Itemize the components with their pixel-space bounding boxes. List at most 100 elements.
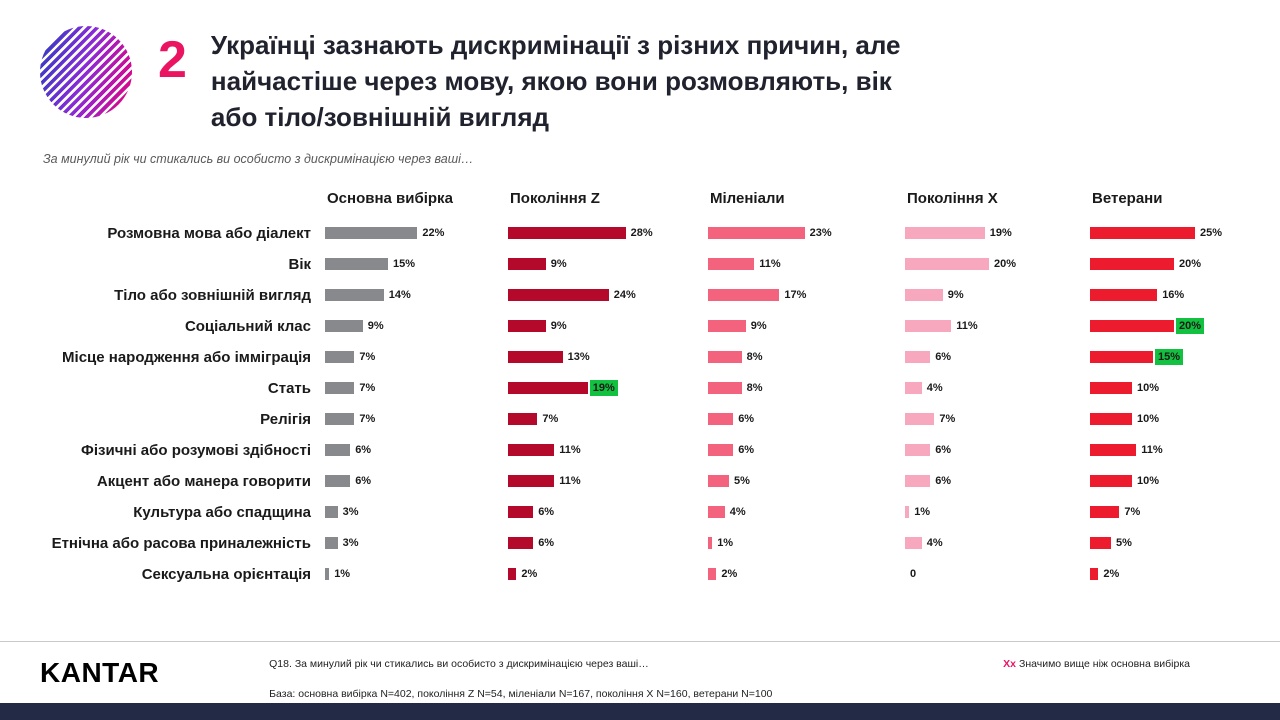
value-label: 8%: [746, 381, 763, 394]
significance-legend: Xx Значимо вище ніж основна вибірка: [1003, 658, 1240, 670]
bar: [325, 289, 384, 302]
value-label: 6%: [738, 412, 755, 425]
bar-cell: 2%: [508, 559, 708, 590]
bar-cell: 15%: [1090, 342, 1280, 373]
value-label: 11%: [759, 257, 781, 270]
bar: [325, 413, 355, 426]
bar: [905, 320, 952, 333]
bar-cell: 1%: [905, 497, 1090, 528]
significance-legend-text: Значимо вище ніж основна вибірка: [1018, 658, 1190, 670]
bar: [708, 537, 713, 550]
slide-number: 2: [158, 31, 187, 89]
value-label: 2%: [521, 567, 538, 580]
column-header-millennials: Міленіали: [710, 190, 785, 208]
bar-cell: 7%: [905, 404, 1090, 435]
value-label: 7%: [542, 412, 559, 425]
value-label: 9%: [947, 288, 964, 301]
category-label: Тіло або зовнішній вигляд: [114, 286, 311, 304]
category-label: Релігія: [260, 410, 311, 428]
chart-rows: Розмовна мова або діалект 22% 28% 23% 19% 25%…: [40, 218, 1280, 590]
kantar-hatched-circle-logo: [40, 26, 132, 118]
bar-cell: 10%: [1090, 404, 1280, 435]
value-label: 6%: [935, 350, 952, 363]
chart-column-headers: Основна вибірка Покоління Z Міленіали По…: [40, 186, 1280, 212]
value-label: 4%: [729, 505, 746, 518]
bar-cell: 25%: [1090, 218, 1280, 249]
bar-cell: 20%: [905, 249, 1090, 280]
value-label: 6%: [538, 505, 555, 518]
footnote-base: База: основна вибірка N=402, покоління Z…: [269, 688, 773, 700]
bar-cell: 22%: [325, 218, 508, 249]
chart-row: Стать 7% 19% 8% 4% 10%: [40, 373, 1280, 404]
bar-cell: 19%: [508, 373, 708, 404]
bar-cell: 4%: [708, 497, 905, 528]
bar-cell: 6%: [325, 435, 508, 466]
value-label: 5%: [1116, 536, 1132, 549]
bar-cell: 6%: [905, 466, 1090, 497]
bar-cell: 1%: [325, 559, 508, 590]
bar: [1090, 227, 1195, 240]
bar: [508, 413, 538, 426]
bar-chart: Основна вибірка Покоління Z Міленіали По…: [40, 186, 1280, 590]
value-label: 2%: [1103, 567, 1120, 580]
value-label: 24%: [613, 288, 636, 301]
value-label-highlighted: 15%: [1155, 348, 1184, 366]
column-header-gen-z: Покоління Z: [510, 190, 600, 208]
value-label: 7%: [1124, 505, 1141, 518]
bar: [1090, 382, 1132, 395]
category-label: Культура або спадщина: [133, 503, 311, 521]
bar: [1090, 444, 1137, 457]
bar-cell: 0: [905, 559, 1090, 590]
value-label: 9%: [750, 319, 767, 332]
bar-cell: 11%: [508, 466, 708, 497]
bar: [508, 289, 609, 302]
value-label: 11%: [956, 319, 978, 332]
value-label: 8%: [746, 350, 763, 363]
bar: [708, 320, 746, 333]
value-label: 11%: [1141, 443, 1163, 456]
bar-cell: 7%: [325, 342, 508, 373]
chart-row: Культура або спадщина 3% 6% 4% 1% 7%: [40, 497, 1280, 528]
bar-cell: 10%: [1090, 373, 1280, 404]
value-label: 4%: [926, 381, 943, 394]
bar-cell: 6%: [905, 342, 1090, 373]
bar-cell: 16%: [1090, 280, 1280, 311]
value-label: 6%: [355, 443, 372, 456]
value-label: 14%: [388, 288, 411, 301]
bar-cell: 6%: [708, 404, 905, 435]
value-label: 25%: [1200, 226, 1223, 239]
value-label: 17%: [784, 288, 807, 301]
value-label: 11%: [559, 474, 581, 487]
bar-cell: 3%: [325, 497, 508, 528]
value-label: 3%: [342, 505, 359, 518]
bar: [708, 506, 725, 519]
bar: [325, 537, 338, 550]
value-label: 9%: [550, 257, 567, 270]
bar-cell: 4%: [905, 528, 1090, 559]
value-label: 5%: [734, 474, 750, 487]
value-label: 19%: [989, 226, 1012, 239]
value-label: 0: [910, 567, 917, 580]
value-label: 2%: [721, 567, 738, 580]
chart-row: Тіло або зовнішній вигляд 14% 24% 17% 9% 16%: [40, 280, 1280, 311]
category-label: Етнічна або расова приналежність: [51, 534, 311, 552]
bar: [905, 227, 985, 240]
bar-cell: 1%: [708, 528, 905, 559]
bar: [508, 506, 534, 519]
value-label: 7%: [359, 350, 376, 363]
value-label: 10%: [1137, 412, 1160, 425]
category-label: Місце народження або імміграція: [62, 348, 311, 366]
bar-cell: 8%: [708, 342, 905, 373]
bar: [905, 258, 989, 271]
bar: [708, 289, 780, 302]
value-label: 6%: [355, 474, 372, 487]
bar: [325, 320, 363, 333]
bar: [905, 351, 931, 364]
slide-header: 2 Українці зазнають дискримінації з різн…: [0, 0, 1280, 136]
category-label: Соціальний клас: [184, 317, 311, 335]
value-label: 20%: [994, 257, 1017, 270]
value-label: 23%: [809, 226, 832, 239]
bar: [708, 382, 742, 395]
column-header-veterans: Ветерани: [1092, 190, 1163, 208]
bar-cell: 6%: [508, 497, 708, 528]
